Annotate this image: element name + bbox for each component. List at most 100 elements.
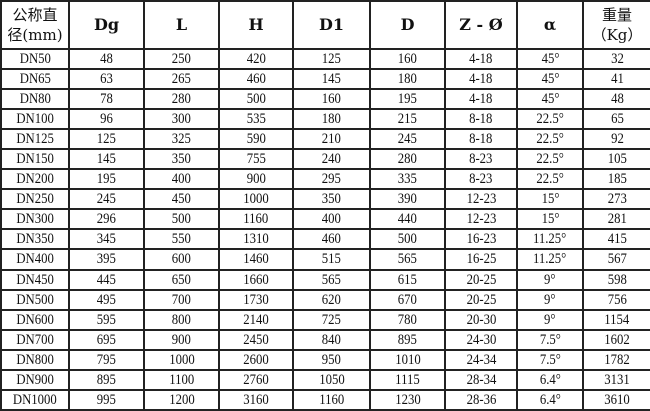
cell-h: 900 [218,168,294,191]
cell-text: 795 [96,351,117,368]
cell-text: 950 [321,351,342,368]
cell-text: 16-25 [466,251,496,268]
cell-text: 125 [96,131,117,148]
cell-alpha: 22.5° [516,128,584,151]
cell-text: 8-23 [469,151,493,168]
cell-text: 300 [171,111,192,128]
cell-d: 670 [369,288,446,311]
cell-text: 1050 [318,371,345,388]
cell-text: 1230 [394,391,421,408]
cell-alpha: 6.4° [516,368,584,391]
cell-z-phi: 16-23 [444,228,518,251]
cell-d1: 565 [292,268,371,291]
cell-text: 535 [246,111,266,128]
cell-text: 895 [397,331,418,348]
cell-text: 45° [541,71,559,88]
cell-h: 535 [218,108,294,131]
cell-weight: 756 [582,288,650,311]
header-text: Z - Ø [459,15,503,34]
cell-l: 500 [143,208,220,231]
cell-nominal-diameter: DN100 [0,108,70,131]
cell-z-phi: 24-30 [444,328,518,351]
cell-nominal-diameter: DN125 [0,128,70,151]
cell-text: 620 [321,291,342,308]
cell-d1: 295 [292,168,371,191]
cell-text: 7.5° [539,351,561,368]
cell-text: 2450 [243,331,269,348]
cell-text: 1200 [168,391,195,408]
cell-text: 145 [96,151,117,168]
cell-alpha: 15° [516,208,584,231]
cell-text: 195 [96,171,117,188]
cell-text: 400 [321,211,342,228]
cell-text: 24-30 [466,331,496,348]
cell-text: 335 [397,171,418,188]
cell-h: 1310 [218,228,294,251]
cell-text: 3131 [604,371,630,388]
cell-text: 63 [100,71,113,88]
cell-h: 590 [218,128,294,151]
cell-nominal-diameter: DN80 [0,88,70,111]
cell-z-phi: 20-30 [444,308,518,331]
table-row: DN200 195 400 900 295 335 8-23 22.5° 185 [0,168,650,191]
cell-weight: 105 [582,148,650,171]
cell-alpha: 7.5° [516,348,584,371]
cell-text: 281 [607,211,627,228]
cell-text: 1160 [243,211,269,228]
cell-weight: 1154 [582,308,650,331]
cell-d: 500 [369,228,446,251]
cell-d: 280 [369,148,446,171]
cell-text: 1100 [168,371,195,388]
cell-l: 900 [143,328,220,351]
cell-text: 1154 [604,311,630,328]
cell-weight: 3610 [582,388,650,411]
cell-h: 755 [218,148,294,171]
cell-text: 78 [100,91,113,108]
cell-dg: 695 [68,328,145,351]
cell-text: 1115 [395,371,420,388]
cell-z-phi: 12-23 [444,208,518,231]
cell-text: 420 [246,51,266,68]
cell-d1: 160 [292,88,371,111]
cell-z-phi: 4-18 [444,88,518,111]
cell-alpha: 9° [516,268,584,291]
cell-alpha: 11.25° [516,248,584,271]
cell-h: 2140 [218,308,294,331]
cell-nominal-diameter: DN450 [0,268,70,291]
table-row: DN125 125 325 590 210 245 8-18 22.5° 92 [0,128,650,151]
header-text: Dg [93,15,120,34]
cell-dg: 995 [68,388,145,411]
header-text: H [248,15,264,34]
cell-l: 700 [143,288,220,311]
cell-weight: 3131 [582,368,650,391]
cell-weight: 598 [582,268,650,291]
table-row: DN800 795 1000 2600 950 1010 24-34 7.5° 1782 [0,348,650,371]
cell-text: DN450 [16,271,54,288]
cell-text: 995 [96,391,117,408]
cell-l: 600 [143,248,220,271]
cell-l: 450 [143,188,220,211]
cell-text: 590 [246,131,266,148]
cell-text: 22.5° [536,171,564,188]
table-row: DN65 63 265 460 145 180 4-18 45° 41 [0,68,650,91]
cell-nominal-diameter: DN150 [0,148,70,171]
header-dg: Dg [68,0,145,50]
cell-text: 515 [321,251,342,268]
cell-weight: 281 [582,208,650,231]
cell-z-phi: 4-18 [444,68,518,91]
cell-text: DN500 [16,291,54,308]
cell-text: 1010 [394,351,421,368]
cell-text: 240 [321,151,342,168]
cell-h: 460 [218,68,294,91]
cell-weight: 1602 [582,328,650,351]
cell-text: 460 [321,231,342,248]
cell-d: 565 [369,248,446,271]
cell-nominal-diameter: DN350 [0,228,70,251]
cell-text: DN300 [16,211,54,228]
table-row: DN250 245 450 1000 350 390 12-23 15° 273 [0,188,650,211]
cell-text: 598 [607,271,627,288]
cell-text: DN250 [16,191,54,208]
cell-weight: 415 [582,228,650,251]
header-d1: D1 [292,0,371,50]
cell-text: 160 [397,51,418,68]
